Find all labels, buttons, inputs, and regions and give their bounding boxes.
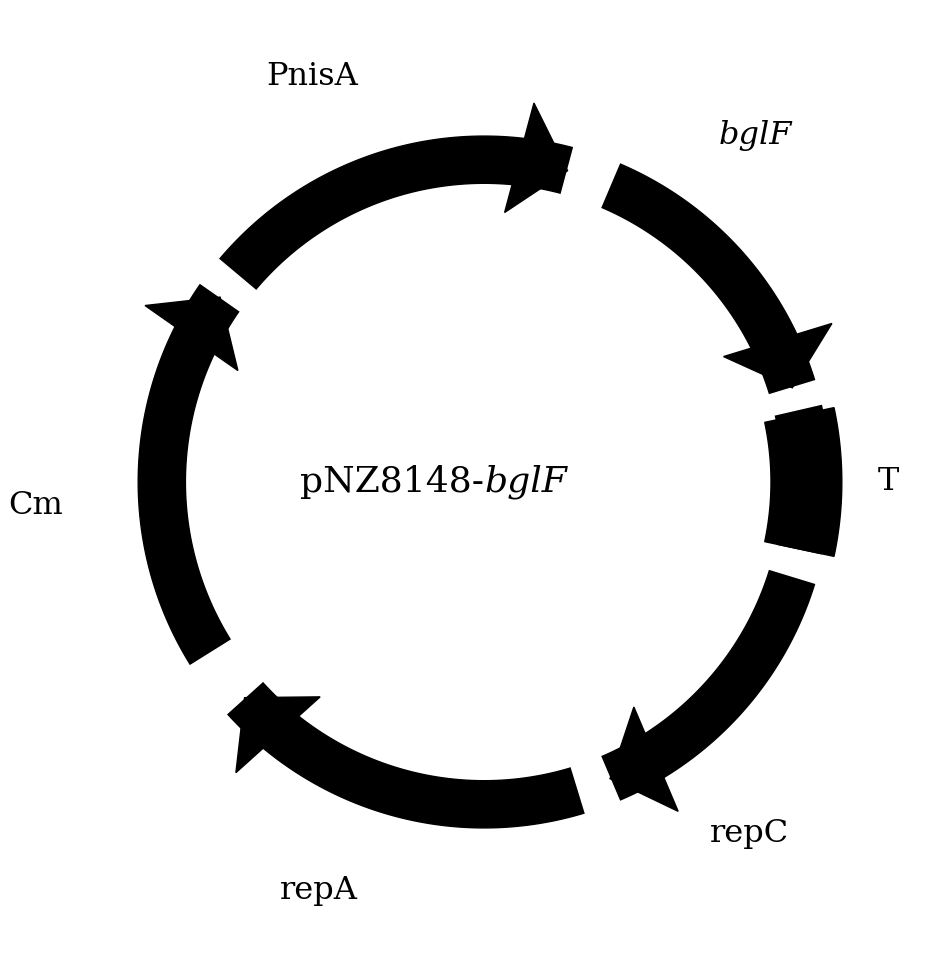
Polygon shape — [610, 707, 678, 812]
Text: repC: repC — [709, 818, 788, 849]
Polygon shape — [144, 297, 238, 370]
Text: bglF: bglF — [717, 120, 791, 150]
Text: PnisA: PnisA — [266, 61, 358, 93]
Polygon shape — [723, 324, 831, 388]
Polygon shape — [138, 136, 829, 828]
Polygon shape — [764, 408, 841, 556]
Polygon shape — [570, 755, 619, 816]
Polygon shape — [767, 380, 823, 415]
Polygon shape — [188, 639, 264, 715]
Text: pNZ8148-: pNZ8148- — [300, 465, 483, 499]
Text: T: T — [877, 467, 898, 497]
Polygon shape — [560, 146, 619, 209]
Text: repA: repA — [279, 874, 358, 906]
Polygon shape — [198, 258, 257, 312]
Text: bglF: bglF — [483, 465, 566, 499]
Polygon shape — [776, 411, 828, 553]
Text: Cm: Cm — [8, 490, 62, 521]
Polygon shape — [504, 103, 567, 212]
Polygon shape — [236, 697, 320, 773]
Polygon shape — [767, 544, 824, 584]
